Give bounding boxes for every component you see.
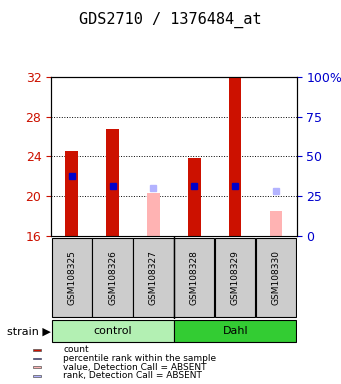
- FancyBboxPatch shape: [92, 238, 133, 317]
- Bar: [33, 358, 41, 359]
- Bar: [188, 159, 201, 236]
- Text: GSM108328: GSM108328: [190, 250, 199, 305]
- FancyBboxPatch shape: [51, 238, 92, 317]
- Text: rank, Detection Call = ABSENT: rank, Detection Call = ABSENT: [63, 371, 202, 380]
- Bar: [270, 211, 282, 236]
- Bar: [106, 129, 119, 236]
- Text: GSM108330: GSM108330: [272, 250, 281, 305]
- Bar: [147, 193, 160, 236]
- FancyBboxPatch shape: [215, 238, 255, 317]
- FancyBboxPatch shape: [174, 320, 296, 343]
- Text: GSM108326: GSM108326: [108, 250, 117, 305]
- Bar: [65, 152, 78, 236]
- Text: control: control: [93, 326, 132, 336]
- FancyBboxPatch shape: [174, 238, 214, 317]
- Text: Dahl: Dahl: [222, 326, 248, 336]
- Bar: [33, 366, 41, 368]
- Text: GDS2710 / 1376484_at: GDS2710 / 1376484_at: [79, 12, 262, 28]
- Text: GSM108329: GSM108329: [231, 250, 240, 305]
- FancyBboxPatch shape: [133, 238, 174, 317]
- Bar: [33, 375, 41, 377]
- Text: value, Detection Call = ABSENT: value, Detection Call = ABSENT: [63, 363, 207, 372]
- Bar: [229, 77, 241, 236]
- Text: GSM108325: GSM108325: [67, 250, 76, 305]
- FancyBboxPatch shape: [256, 238, 296, 317]
- Text: percentile rank within the sample: percentile rank within the sample: [63, 354, 217, 363]
- Bar: [33, 349, 41, 351]
- Text: GSM108327: GSM108327: [149, 250, 158, 305]
- Text: strain ▶: strain ▶: [7, 326, 51, 336]
- FancyBboxPatch shape: [51, 320, 174, 343]
- Text: count: count: [63, 346, 89, 354]
